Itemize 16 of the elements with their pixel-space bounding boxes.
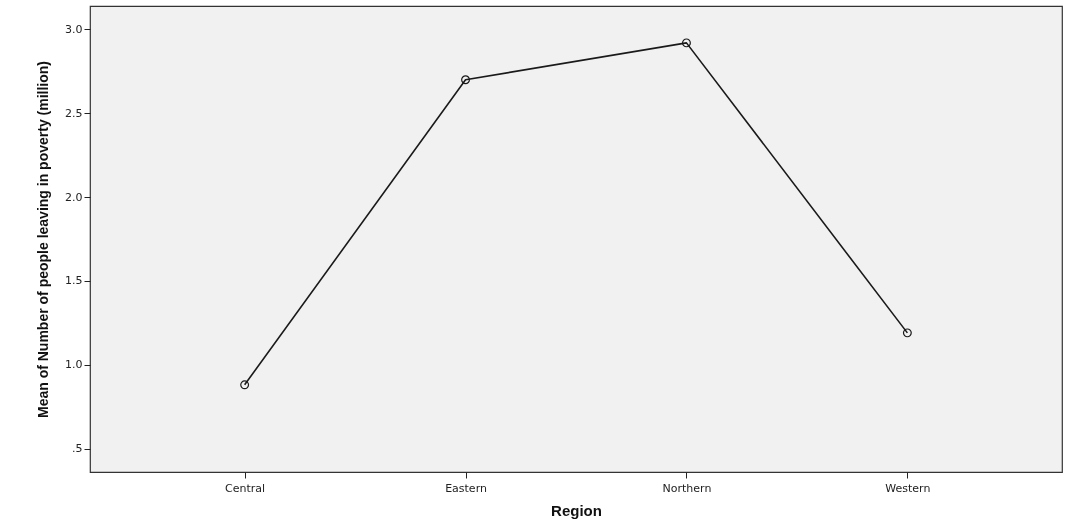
y-tick-label: 2.5 (65, 106, 83, 120)
point (461, 75, 471, 85)
x-tick-label: Central (225, 481, 266, 495)
point (681, 38, 691, 48)
x-tick-label: Northern (662, 481, 712, 495)
point (240, 380, 250, 390)
y-tick-label: 1.0 (65, 358, 83, 372)
x-axis-title: Region (551, 501, 602, 519)
y-tick-label: 3.0 (65, 22, 83, 36)
x-tick-label: Eastern (445, 481, 487, 495)
x-tick-label: Western (885, 481, 931, 495)
y-axis-title: Mean of Number of people leaving in poverty (million) (35, 60, 52, 419)
point (902, 328, 912, 338)
y-tick-label: .5 (72, 442, 83, 456)
y-tick-label: 2.0 (65, 190, 83, 204)
y-tick-label: 1.5 (65, 274, 83, 288)
